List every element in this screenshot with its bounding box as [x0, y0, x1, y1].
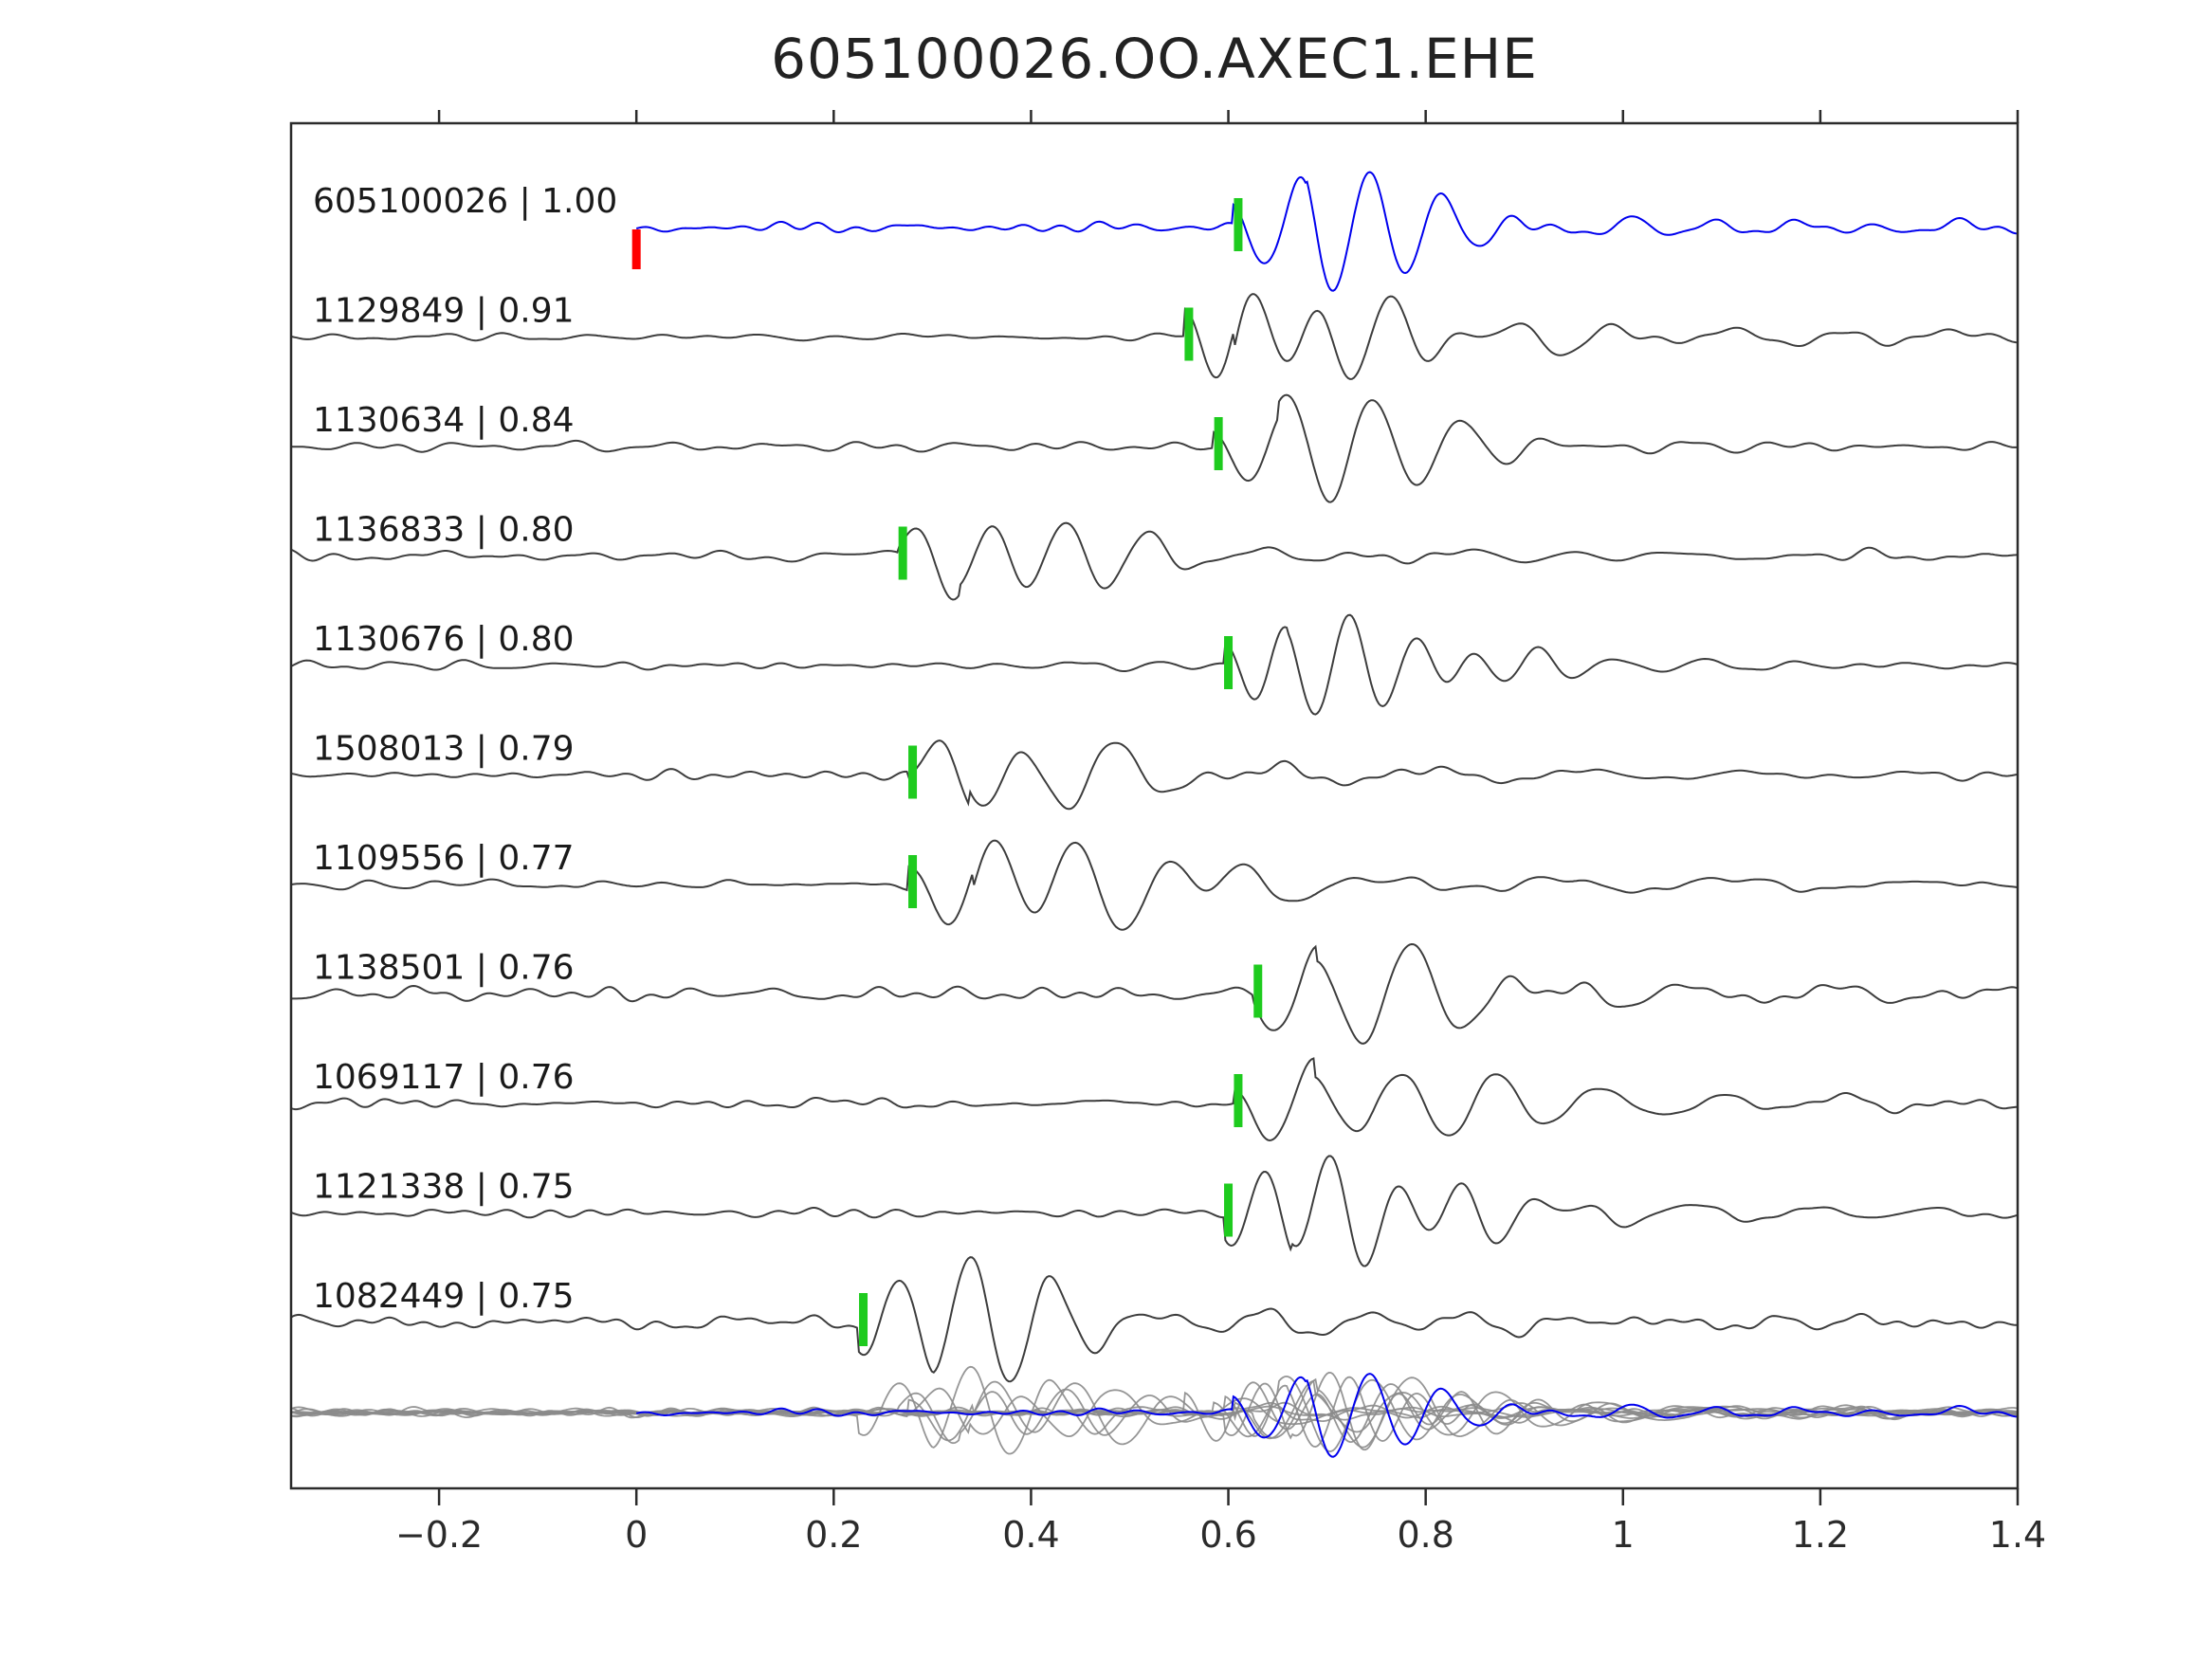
trace-label: 1130634 | 0.84: [313, 401, 575, 440]
x-tick-label: −0.2: [395, 1514, 483, 1556]
x-tick-label: 0: [625, 1514, 648, 1556]
trace-label: 1121338 | 0.75: [313, 1168, 575, 1207]
x-tick-label: 0.2: [805, 1514, 862, 1556]
waveform-trace: [291, 1256, 2018, 1383]
overlay-reference-trace: [636, 1373, 2018, 1458]
waveform-trace: [291, 613, 2018, 716]
overlay-trace: [291, 1371, 2018, 1451]
trace-label: 1069117 | 0.76: [313, 1058, 575, 1097]
x-tick-label: 1: [1612, 1514, 1635, 1556]
waveform-trace: [291, 739, 2018, 811]
waveform-trace: [291, 521, 2018, 601]
traces-layer: [291, 171, 2018, 1458]
plot-border: [289, 121, 2020, 1490]
waveform-trace: [291, 1057, 2018, 1142]
waveform-trace: [635, 171, 2018, 292]
overlay-trace: [291, 1365, 2018, 1455]
trace-label: 1508013 | 0.79: [313, 730, 575, 769]
trace-label: 1136833 | 0.80: [313, 511, 575, 550]
trace-label: 1130676 | 0.80: [313, 620, 575, 659]
x-tick-label: 1.4: [1989, 1514, 2046, 1556]
waveform-trace: [291, 1155, 2018, 1267]
waveform-trace: [291, 942, 2018, 1045]
trace-label: 1129849 | 0.91: [313, 292, 575, 331]
trace-label: 1082449 | 0.75: [313, 1277, 575, 1316]
trace-label: 605100026 | 1.00: [313, 182, 617, 221]
waveform-trace: [291, 393, 2018, 503]
x-tick-label: 0.4: [1002, 1514, 1059, 1556]
trace-label: 1138501 | 0.76: [313, 949, 575, 988]
x-tick-label: 0.6: [1199, 1514, 1256, 1556]
x-tick-label: 1.2: [1792, 1514, 1849, 1556]
trace-label: 1109556 | 0.77: [313, 839, 575, 878]
figure-title: 605100026.OO.AXEC1.EHE: [771, 27, 1538, 91]
waveform-trace: [291, 293, 2018, 380]
x-tick-label: 0.8: [1397, 1514, 1453, 1556]
waveform-trace: [291, 839, 2018, 931]
